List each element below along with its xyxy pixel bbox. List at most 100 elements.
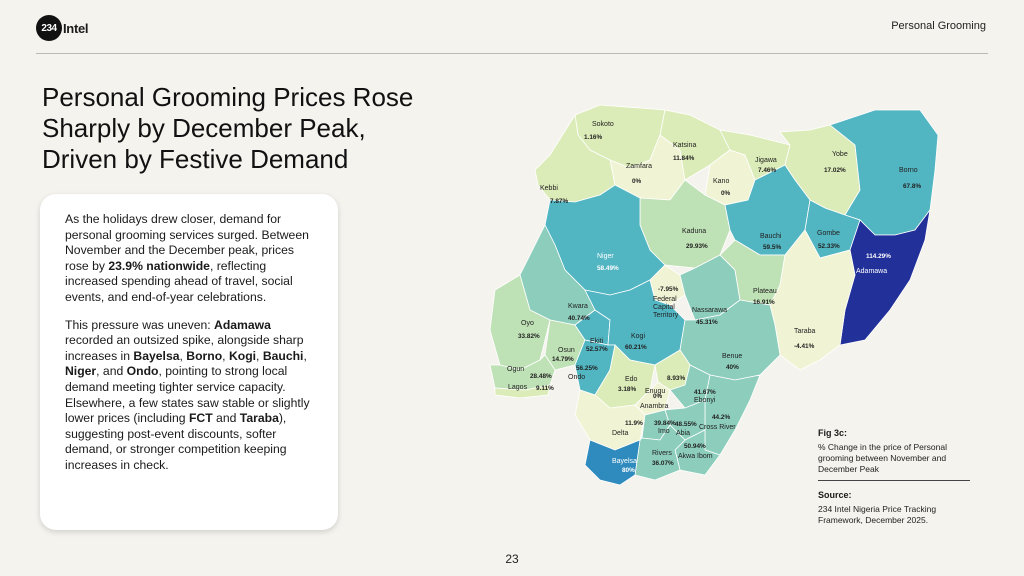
state-bayelsa: [584, 439, 641, 486]
nigeria-choropleth-map: Sokoto 1.16% Katsina 11.84% Zamfara 0% K…: [480, 90, 950, 490]
brand-logo: 234 Intel: [36, 15, 89, 41]
value-kogi: 60.21%: [625, 344, 647, 351]
label-ogun: Ogun: [507, 366, 524, 373]
value-delta: 11.9%: [625, 420, 643, 427]
p2-text: ,: [179, 348, 187, 363]
label-kebbi: Kebbi: [540, 185, 558, 192]
value-jigawa: 7.46%: [758, 167, 776, 174]
value-lagos: 9.11%: [536, 385, 554, 392]
value-zamfara: 0%: [632, 178, 642, 185]
label-fct-line2: Capital: [653, 304, 675, 311]
p2-state-kogi: Kogi: [228, 348, 257, 363]
p2-text: ), suggesting post-event discounts, soft…: [65, 411, 287, 472]
figure-title: Fig 3c:: [818, 428, 848, 438]
p2-text: ,: [222, 348, 229, 363]
label-jigawa: Jigawa: [755, 157, 777, 164]
title-line-3: Driven by Festive Demand: [42, 144, 349, 174]
label-borno: Borno: [899, 167, 918, 174]
value-borno: 67.8%: [903, 183, 921, 190]
label-kaduna: Kaduna: [682, 228, 706, 235]
p1-text-c: , reflecting increased spending ahead of…: [65, 258, 293, 304]
value-ebonyi: 41.67%: [694, 389, 716, 396]
label-kogi: Kogi: [631, 333, 645, 340]
p2-state-taraba: Taraba: [239, 411, 279, 426]
value-benue: 40%: [726, 364, 739, 371]
label-taraba: Taraba: [794, 328, 816, 335]
p2-text: This pressure was uneven:: [65, 317, 215, 332]
label-niger: Niger: [597, 253, 614, 260]
label-ondo: Ondo: [568, 374, 585, 381]
p1-highlight: 23.9% nationwide: [108, 258, 210, 273]
value-anambra: 0%: [653, 393, 663, 400]
paragraph-2: This pressure was uneven: Adamawa record…: [65, 318, 320, 474]
label-osun: Osun: [558, 347, 575, 354]
label-oyo: Oyo: [521, 320, 534, 327]
label-yobe: Yobe: [832, 151, 848, 158]
label-fct-line1: Federal: [653, 296, 677, 303]
value-taraba: -4.41%: [794, 343, 815, 350]
page-title: Personal Grooming Prices Rose Sharply by…: [42, 82, 462, 175]
page-header: 234 Intel Personal Grooming: [0, 0, 1024, 54]
value-bauchi: 59.5%: [763, 244, 781, 251]
p2-text: ,: [256, 348, 263, 363]
value-gombe: 52.33%: [818, 243, 840, 250]
value-edo: 3.18%: [618, 386, 636, 393]
p2-text: , and: [96, 364, 127, 379]
label-edo: Edo: [625, 376, 638, 383]
value-ekiti: 52.57%: [586, 346, 608, 353]
label-abia: Abia: [676, 430, 690, 437]
label-katsina: Katsina: [673, 142, 696, 149]
value-ondo: 56.25%: [576, 365, 598, 372]
label-adamawa: Adamawa: [856, 268, 887, 275]
label-bayelsa: Bayelsa: [612, 458, 637, 465]
value-akwa-ibom: 50.94%: [684, 443, 706, 450]
value-osun: 14.79%: [552, 356, 574, 363]
value-katsina: 11.84%: [673, 155, 695, 162]
value-kwara: 40.74%: [568, 315, 590, 322]
title-line-1: Personal Grooming Prices Rose: [42, 82, 414, 112]
value-nassarawa: 45.31%: [696, 319, 718, 326]
label-anambra: Anambra: [640, 403, 669, 410]
commentary-card: As the holidays drew closer, demand for …: [40, 194, 338, 530]
state-delta: [574, 389, 646, 451]
source-description: 234 Intel Nigeria Price Tracking Framewo…: [818, 504, 937, 525]
value-adamawa: 114.29%: [866, 253, 891, 260]
label-kano: Kano: [713, 178, 729, 185]
p1-text-a: As the holidays drew closer, demand for …: [65, 212, 309, 273]
label-rivers: Rivers: [652, 450, 672, 457]
label-plateau: Plateau: [753, 288, 777, 295]
value-kano: 0%: [721, 190, 731, 197]
label-cross-river: Cross River: [699, 424, 736, 431]
label-ebonyi: Ebonyi: [694, 397, 716, 404]
p2-text: ,: [303, 348, 307, 363]
label-delta: Delta: [612, 430, 628, 437]
label-benue: Benue: [722, 353, 742, 360]
state-rivers: [634, 424, 686, 481]
value-ogun: 28.48%: [530, 373, 552, 380]
label-bauchi: Bauchi: [760, 233, 782, 240]
value-yobe: 17.02%: [824, 167, 846, 174]
p2-state-bayelsa: Bayelsa: [133, 348, 180, 363]
value-kebbi: 7.87%: [550, 198, 568, 205]
source-note: Source: 234 Intel Nigeria Price Tracking…: [818, 490, 978, 526]
label-sokoto: Sokoto: [592, 121, 614, 128]
value-fct: -7.95%: [658, 286, 679, 293]
value-abia: 48.55%: [675, 421, 697, 428]
value-enugu: 8.93%: [667, 375, 685, 382]
value-niger: 58.49%: [597, 265, 619, 272]
logo-badge: 234: [36, 15, 62, 41]
page-number: 23: [505, 552, 519, 566]
section-label: Personal Grooming: [891, 20, 986, 32]
label-fct-line3: Territory: [653, 312, 679, 319]
label-gombe: Gombe: [817, 230, 840, 237]
title-line-2: Sharply by December Peak,: [42, 113, 366, 143]
value-sokoto: 1.16%: [584, 134, 602, 141]
value-oyo: 33.82%: [518, 333, 540, 340]
figure-caption: Fig 3c: % Change in the price of Persona…: [818, 428, 978, 475]
p2-state-fct: FCT: [188, 411, 213, 426]
value-bayelsa: 80%: [622, 467, 635, 474]
value-imo: 39.84%: [654, 420, 676, 427]
map-svg: Sokoto 1.16% Katsina 11.84% Zamfara 0% K…: [489, 104, 939, 486]
p2-text: and: [212, 411, 240, 426]
p2-state-borno: Borno: [186, 348, 223, 363]
